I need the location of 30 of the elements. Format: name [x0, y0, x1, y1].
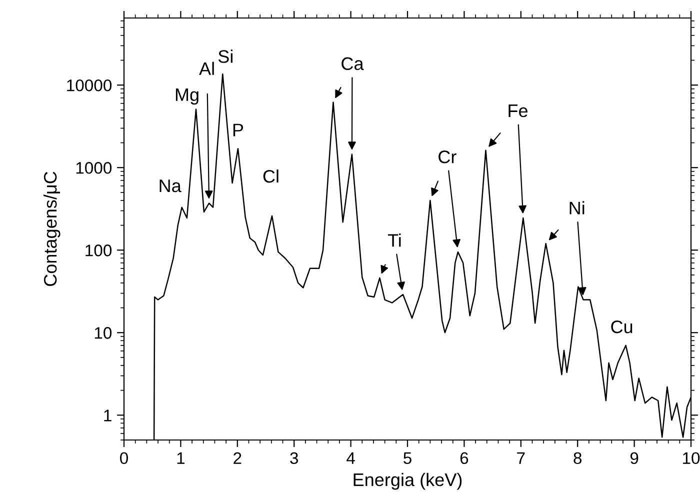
- annotation: Cr: [438, 150, 456, 164]
- annotation: Na: [160, 180, 182, 192]
- x-tick-label: 4: [346, 452, 355, 464]
- x-tick-label: 7: [517, 452, 525, 464]
- x-tick-label: 10: [683, 452, 700, 464]
- x-tick-label: 6: [460, 452, 468, 464]
- annotation: P: [233, 124, 244, 136]
- x-tick-label: 3: [290, 452, 298, 464]
- annotation: Mg: [176, 88, 198, 105]
- y-tick-label: 10000: [67, 79, 112, 92]
- annotation: Cu: [611, 320, 632, 334]
- x-tick-label: 5: [404, 452, 412, 464]
- y-axis-title: Contagens/μC: [43, 172, 60, 286]
- annotation: Ca: [342, 57, 364, 70]
- y-tick-label: 100: [86, 244, 112, 256]
- x-tick-label: 2: [234, 452, 242, 464]
- y-tick-label: 10: [94, 327, 112, 339]
- x-axis-title: Energia (keV): [354, 472, 462, 490]
- y-tick-label: 1000: [76, 162, 112, 174]
- x-tick-label: 9: [630, 452, 638, 464]
- x-tick-label: 0: [120, 452, 128, 464]
- annotation: Fe: [508, 104, 528, 118]
- annotation: Ni: [570, 201, 584, 214]
- annotation: Si: [218, 50, 232, 63]
- x-tick-label: 8: [574, 452, 582, 464]
- annotation: Ti: [388, 234, 401, 247]
- annotation: Al: [199, 62, 214, 75]
- annotation: Cl: [263, 169, 278, 183]
- x-tick-label: 1: [177, 452, 185, 464]
- y-tick-label: 1: [104, 410, 112, 422]
